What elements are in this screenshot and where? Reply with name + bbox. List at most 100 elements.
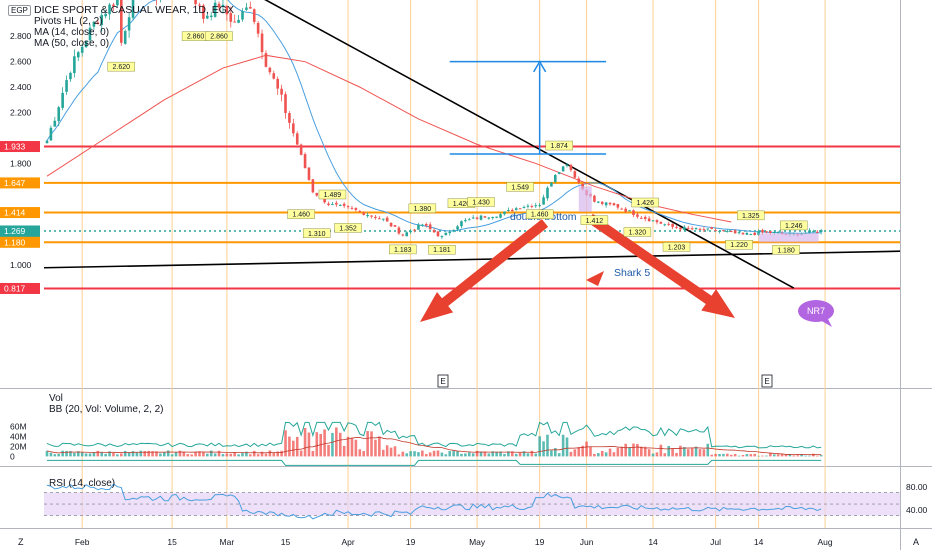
volume-axis-tick: 60M	[10, 421, 27, 431]
volume-bar	[464, 453, 467, 457]
currency-code[interactable]: EGP	[8, 5, 31, 16]
volume-bar	[323, 429, 326, 457]
candle-body	[733, 230, 737, 234]
volume-axis-tick: 0	[10, 451, 15, 461]
bollinger-title[interactable]: BB (20, Vol: Volume, 2, 2)	[49, 404, 164, 415]
candle-body	[73, 56, 76, 74]
candle-body	[483, 216, 487, 218]
volume-bar	[726, 453, 729, 457]
candle-body	[444, 232, 448, 235]
volume-bar	[741, 455, 745, 457]
pivot-label-box	[580, 215, 609, 225]
volume-bar	[769, 453, 772, 457]
volume-bar	[706, 443, 710, 457]
candle-body	[671, 223, 674, 227]
volume-bar	[597, 453, 600, 457]
volume-bar	[252, 450, 256, 457]
arrow-to-first-bottom	[420, 219, 549, 322]
volume-bar	[45, 450, 49, 457]
candle-body	[88, 27, 92, 41]
pattern-highlight	[758, 233, 819, 243]
timezone-icon[interactable]: Z	[18, 537, 24, 547]
shark-annotation: Shark 5	[614, 267, 650, 279]
candle-body	[57, 107, 61, 122]
volume-bar	[370, 431, 373, 457]
pivot-label-box	[623, 227, 652, 237]
volume-bar	[655, 452, 659, 457]
candle-body	[327, 203, 330, 206]
pivot-label: 1.420	[453, 201, 471, 208]
candle-body	[346, 206, 350, 208]
volume-bar	[389, 447, 393, 457]
candle-body	[401, 234, 405, 236]
candle-body	[323, 196, 326, 203]
candle-body	[53, 120, 57, 127]
volume-bar	[182, 451, 186, 457]
volume-axis-tick: 20M	[10, 441, 27, 451]
volume-bar	[237, 454, 240, 457]
candle-body	[608, 202, 612, 205]
pivot-label: 1.246	[785, 223, 803, 230]
volume-bar	[675, 452, 678, 457]
candle-body	[722, 230, 725, 232]
candle-body	[499, 214, 502, 218]
volume-bar	[213, 453, 217, 457]
volume-bar	[295, 436, 299, 457]
candle-body	[542, 197, 545, 205]
volume-bar	[260, 451, 264, 457]
volume-bar	[366, 431, 369, 457]
volume-bar	[733, 453, 737, 457]
volume-bar	[280, 450, 283, 457]
trendline-down	[264, 0, 795, 289]
candle-body	[702, 229, 706, 231]
volume-bar	[561, 434, 565, 457]
time-axis-tick: 19	[406, 537, 416, 547]
volume-bar	[174, 452, 178, 457]
volume-bar	[440, 452, 444, 457]
volume-bar	[378, 436, 381, 457]
indicator-ma50[interactable]: MA (50, close, 0)	[34, 38, 110, 49]
indicator-pivots[interactable]: Pivots HL (2, 2)	[34, 16, 103, 27]
candle-body	[577, 178, 581, 183]
volume-bar	[319, 433, 322, 457]
volume-bar	[804, 455, 807, 457]
candle-body	[65, 80, 68, 92]
pivot-label: 1.489	[324, 192, 342, 199]
time-axis-tick: 14	[754, 537, 764, 547]
volume-bar	[788, 454, 792, 457]
volume-bar	[221, 454, 225, 457]
candle-body	[225, 5, 229, 15]
candle-body	[698, 228, 702, 230]
candle-body	[84, 40, 88, 48]
volume-bar	[612, 452, 616, 457]
volume-bar	[600, 450, 604, 457]
symbol-title[interactable]: DICE SPORT & CASUAL WEAR, 1D, EGX	[34, 4, 234, 16]
volume-bar	[565, 437, 569, 457]
volume-bar	[808, 455, 811, 457]
candle-body	[127, 17, 131, 31]
candle-body	[557, 172, 561, 174]
volume-bar	[800, 454, 803, 457]
volume-bar	[530, 450, 534, 457]
volume-bar	[628, 447, 631, 457]
nr7-bubble-tail	[820, 319, 832, 327]
volume-title[interactable]: Vol	[49, 393, 63, 404]
indicator-ma14[interactable]: MA (14, close, 0)	[34, 27, 110, 38]
candle-body	[338, 204, 342, 206]
volume-bar	[229, 453, 233, 457]
auto-scale-icon[interactable]: A	[913, 537, 920, 547]
pivot-label: 1.220	[730, 242, 748, 249]
volume-bar	[608, 448, 612, 457]
candle-body	[295, 133, 299, 145]
candle-body	[643, 216, 647, 219]
rsi-title[interactable]: RSI (14, close)	[49, 478, 116, 489]
pivot-label: 1.310	[308, 231, 326, 238]
candle-body	[503, 211, 506, 215]
volume-bar	[393, 446, 397, 457]
candle-body	[194, 0, 197, 5]
volume-bar	[690, 448, 694, 457]
candle-body	[546, 187, 549, 199]
candle-body	[413, 229, 416, 231]
candle-body	[393, 225, 397, 227]
